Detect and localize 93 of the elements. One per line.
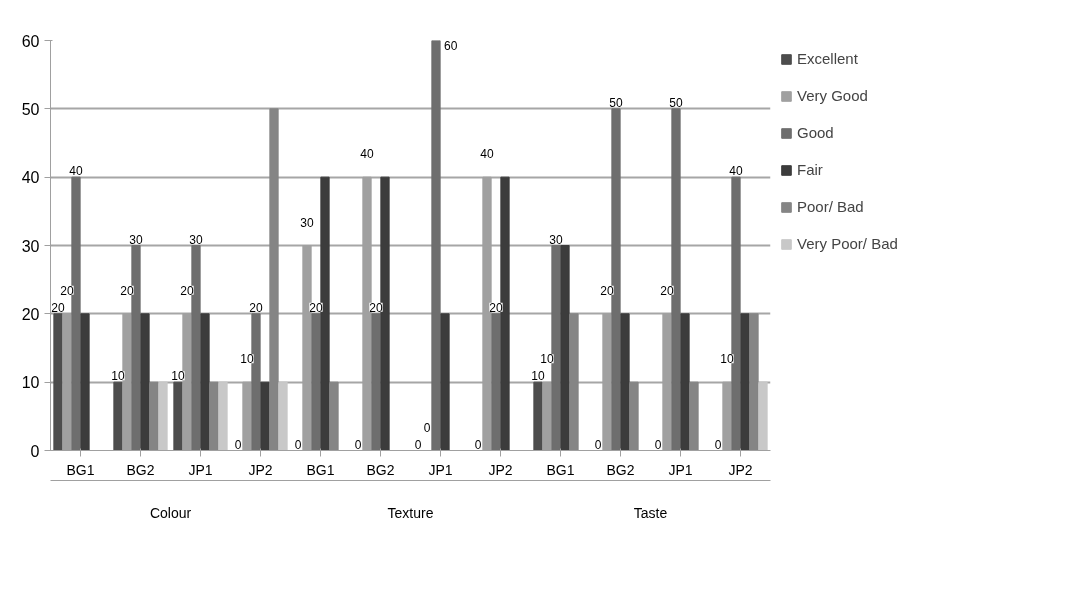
data-label: 0 xyxy=(423,420,431,435)
bar xyxy=(740,313,750,451)
bar xyxy=(260,381,270,451)
data-label: 0 xyxy=(234,437,242,452)
data-label: 20 xyxy=(249,300,263,315)
x-tick-label: JP1 xyxy=(428,461,453,478)
data-label: 50 xyxy=(669,95,683,110)
legend-label: Excellent xyxy=(797,50,858,67)
bar xyxy=(200,313,210,451)
text: Taste xyxy=(633,504,668,521)
bar xyxy=(560,245,570,451)
data-label: 10 xyxy=(720,352,734,367)
data-label: 10 xyxy=(171,369,185,384)
bar xyxy=(53,313,63,451)
data-label: 30 xyxy=(189,232,203,247)
legend-label: Very Poor/ Bad xyxy=(797,235,898,252)
text: Colour xyxy=(149,504,192,521)
data-label: 20 xyxy=(180,283,194,298)
x-tick-label: JP1 xyxy=(188,461,213,478)
bar xyxy=(371,313,381,451)
bar xyxy=(620,313,630,451)
bar xyxy=(311,313,321,451)
x-tick-label: BG2 xyxy=(366,461,395,478)
data-label: 60 xyxy=(444,38,458,53)
y-tick-label: 50 xyxy=(21,100,40,118)
data-label: 50 xyxy=(609,95,623,110)
bar xyxy=(440,313,450,451)
data-label: 0 xyxy=(354,437,362,452)
data-label: 20 xyxy=(489,300,503,315)
bar xyxy=(329,381,339,451)
y-tick-label: 40 xyxy=(21,169,40,187)
bar xyxy=(758,381,768,451)
x-tick-label: BG2 xyxy=(606,461,635,478)
bar xyxy=(218,381,228,451)
data-label: 0 xyxy=(294,437,302,452)
x-tick-label: JP2 xyxy=(728,461,753,478)
data-label: 20 xyxy=(309,300,323,315)
y-tick-label: 10 xyxy=(21,374,40,392)
bar xyxy=(569,313,579,451)
data-label: 30 xyxy=(549,232,563,247)
legend-label: Good xyxy=(797,124,834,141)
data-label: 0 xyxy=(594,437,602,452)
data-label: 40 xyxy=(69,164,83,179)
data-label: 10 xyxy=(531,369,545,384)
legend-label: Poor/ Bad xyxy=(797,198,864,215)
data-label: 20 xyxy=(369,300,383,315)
legend-label: Fair xyxy=(797,161,823,178)
x-tick-label: BG1 xyxy=(66,461,95,478)
bar xyxy=(749,313,759,451)
y-tick-label: 60 xyxy=(21,32,40,50)
bar xyxy=(113,381,123,451)
y-tick-label: 30 xyxy=(21,237,40,255)
data-label: 20 xyxy=(660,283,674,298)
bar xyxy=(491,313,501,451)
x-tick-label: BG1 xyxy=(306,461,335,478)
data-label: 0 xyxy=(414,437,422,452)
data-label: 20 xyxy=(600,283,614,298)
data-label: 30 xyxy=(129,232,143,247)
x-tick-label: JP2 xyxy=(488,461,513,478)
bar xyxy=(680,313,690,451)
bar xyxy=(629,381,639,451)
bar xyxy=(533,381,543,451)
bar xyxy=(209,381,219,451)
data-label: 10 xyxy=(540,352,554,367)
data-label: 0 xyxy=(714,437,722,452)
x-tick-label: BG1 xyxy=(546,461,575,478)
x-tick-label: JP2 xyxy=(248,461,273,478)
bar xyxy=(80,313,90,451)
data-label: 0 xyxy=(474,437,482,452)
y-tick-label: 0 xyxy=(30,442,40,460)
bar xyxy=(278,381,288,451)
data-label: 0 xyxy=(654,437,662,452)
y-tick-label: 20 xyxy=(21,305,40,323)
data-label: 20 xyxy=(120,283,134,298)
bar xyxy=(431,40,441,451)
bar xyxy=(140,313,150,451)
data-label: 20 xyxy=(60,283,74,298)
bar xyxy=(158,381,168,451)
text: Texture xyxy=(387,504,434,521)
x-tick-label: JP1 xyxy=(668,461,693,478)
data-label: 30 xyxy=(300,215,314,230)
data-label: 40 xyxy=(360,147,374,162)
data-label: 40 xyxy=(729,164,743,179)
x-tick-label: BG2 xyxy=(126,461,155,478)
bar xyxy=(173,381,183,451)
legend-label: Very Good xyxy=(797,87,868,104)
bar xyxy=(689,381,699,451)
data-label: 10 xyxy=(111,369,125,384)
bar xyxy=(269,108,279,451)
data-label: 20 xyxy=(51,300,65,315)
bar xyxy=(149,381,159,451)
data-label: 40 xyxy=(480,147,494,162)
data-label: 10 xyxy=(240,352,254,367)
